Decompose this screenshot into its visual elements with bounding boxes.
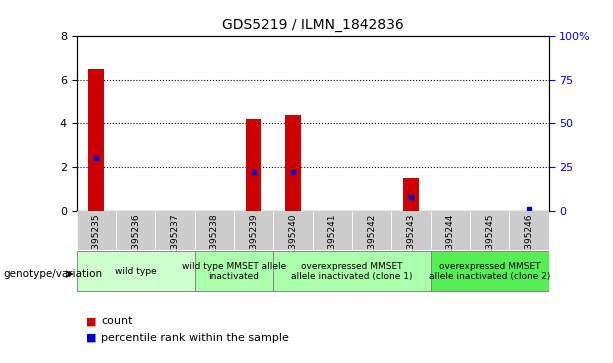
Text: GSM1395246: GSM1395246 [525, 214, 533, 274]
Text: GSM1395243: GSM1395243 [406, 214, 416, 274]
Bar [194, 211, 234, 250]
Bar [116, 211, 155, 250]
Text: GSM1395242: GSM1395242 [367, 214, 376, 274]
Bar [391, 211, 430, 250]
Text: genotype/variation: genotype/variation [3, 269, 102, 279]
Bar [155, 211, 195, 250]
Bar [246, 119, 262, 211]
Text: ■: ■ [86, 316, 96, 326]
Text: GSM1395237: GSM1395237 [170, 214, 180, 274]
Text: GSM1395239: GSM1395239 [249, 214, 258, 274]
Bar [88, 69, 104, 211]
Bar [77, 251, 195, 291]
Text: count: count [101, 316, 132, 326]
Text: overexpressed MMSET
allele inactivated (clone 1): overexpressed MMSET allele inactivated (… [291, 262, 413, 281]
Bar [234, 211, 273, 250]
Text: GSM1395244: GSM1395244 [446, 214, 455, 274]
Bar [313, 211, 352, 250]
Bar [273, 251, 430, 291]
Text: GSM1395245: GSM1395245 [485, 214, 494, 274]
Bar [77, 211, 116, 250]
Bar [285, 115, 301, 211]
Text: GSM1395235: GSM1395235 [92, 214, 101, 274]
Text: GSM1395241: GSM1395241 [328, 214, 337, 274]
Bar [352, 211, 391, 250]
Bar [509, 211, 549, 250]
Text: GSM1395240: GSM1395240 [289, 214, 297, 274]
Bar [470, 211, 509, 250]
Text: ■: ■ [86, 333, 96, 343]
Bar [430, 251, 549, 291]
Text: percentile rank within the sample: percentile rank within the sample [101, 333, 289, 343]
Text: wild type: wild type [115, 267, 156, 276]
Bar [273, 211, 313, 250]
Bar [430, 211, 470, 250]
Text: wild type MMSET allele
inactivated: wild type MMSET allele inactivated [182, 262, 286, 281]
Text: GSM1395236: GSM1395236 [131, 214, 140, 274]
Bar [403, 178, 419, 211]
Text: GSM1395238: GSM1395238 [210, 214, 219, 274]
Text: overexpressed MMSET
allele inactivated (clone 2): overexpressed MMSET allele inactivated (… [429, 262, 550, 281]
Bar [194, 251, 273, 291]
Title: GDS5219 / ILMN_1842836: GDS5219 / ILMN_1842836 [222, 19, 403, 33]
